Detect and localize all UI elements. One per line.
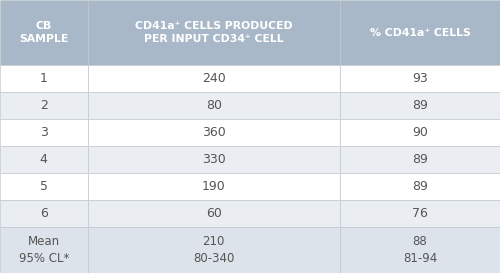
Text: 210
80-340: 210 80-340 bbox=[193, 235, 234, 265]
Bar bbox=[0, 200, 88, 227]
Text: 60: 60 bbox=[206, 207, 222, 220]
Text: 360: 360 bbox=[202, 126, 226, 139]
Bar bbox=[0, 227, 88, 273]
Text: 93: 93 bbox=[412, 72, 428, 85]
Text: 3: 3 bbox=[40, 126, 48, 139]
Text: % CD41a⁺ CELLS: % CD41a⁺ CELLS bbox=[370, 28, 470, 37]
Text: 76: 76 bbox=[412, 207, 428, 220]
Bar bbox=[88, 92, 340, 119]
Bar bbox=[0, 92, 88, 119]
Bar bbox=[340, 227, 500, 273]
Bar bbox=[88, 119, 340, 146]
Bar bbox=[88, 200, 340, 227]
Text: 89: 89 bbox=[412, 153, 428, 166]
Bar bbox=[340, 65, 500, 92]
Bar bbox=[88, 65, 340, 92]
Text: 2: 2 bbox=[40, 99, 48, 112]
Text: 89: 89 bbox=[412, 180, 428, 193]
Text: Mean
95% CL*: Mean 95% CL* bbox=[18, 235, 69, 265]
Text: 80: 80 bbox=[206, 99, 222, 112]
Text: 6: 6 bbox=[40, 207, 48, 220]
Bar bbox=[88, 173, 340, 200]
Text: CB
SAMPLE: CB SAMPLE bbox=[19, 21, 68, 44]
Text: CD41a⁺ CELLS PRODUCED
PER INPUT CD34⁺ CELL: CD41a⁺ CELLS PRODUCED PER INPUT CD34⁺ CE… bbox=[135, 21, 292, 44]
Bar bbox=[0, 0, 88, 65]
Bar bbox=[340, 92, 500, 119]
Text: 330: 330 bbox=[202, 153, 226, 166]
Text: 89: 89 bbox=[412, 99, 428, 112]
Text: 190: 190 bbox=[202, 180, 226, 193]
Text: 4: 4 bbox=[40, 153, 48, 166]
Text: 240: 240 bbox=[202, 72, 226, 85]
Text: 5: 5 bbox=[40, 180, 48, 193]
Bar bbox=[340, 0, 500, 65]
Text: 1: 1 bbox=[40, 72, 48, 85]
Bar bbox=[0, 173, 88, 200]
Bar bbox=[88, 0, 340, 65]
Bar bbox=[340, 200, 500, 227]
Bar bbox=[0, 65, 88, 92]
Bar bbox=[88, 227, 340, 273]
Bar bbox=[340, 146, 500, 173]
Bar bbox=[88, 146, 340, 173]
Text: 88
81-94: 88 81-94 bbox=[403, 235, 437, 265]
Bar bbox=[340, 119, 500, 146]
Bar bbox=[340, 173, 500, 200]
Bar bbox=[0, 146, 88, 173]
Text: 90: 90 bbox=[412, 126, 428, 139]
Bar bbox=[0, 119, 88, 146]
